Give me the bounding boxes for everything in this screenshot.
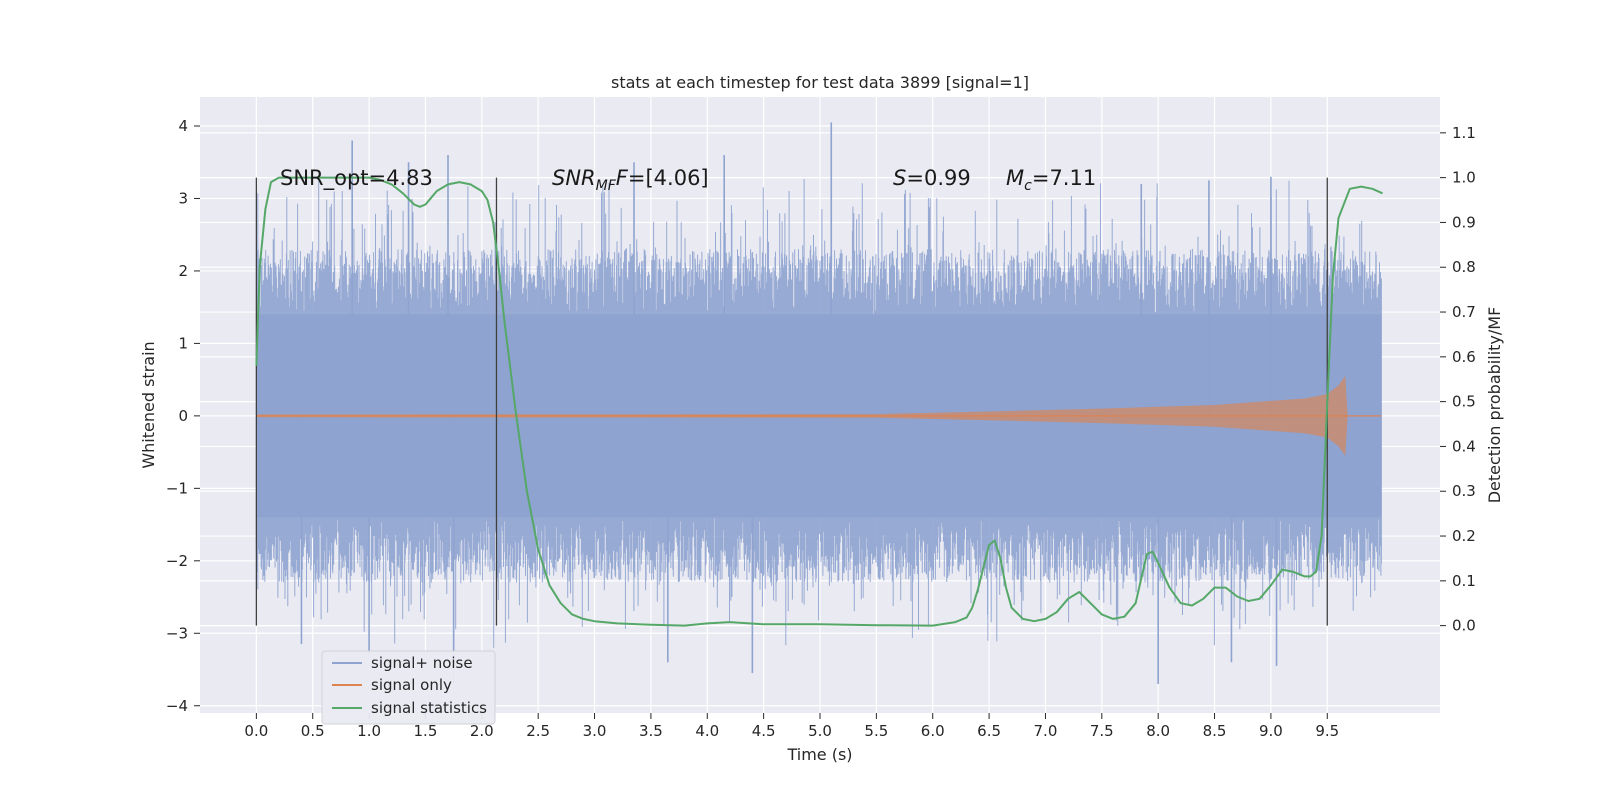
x-tick-label: 5.5: [864, 722, 888, 740]
x-tick-label: 6.5: [977, 722, 1001, 740]
signal-statistics-line: [255, 176, 1383, 627]
annotation-snr-mf: SNRMFF=[4.06]: [552, 166, 709, 194]
annotation-snr-opt: SNR_opt=4.83: [280, 166, 433, 191]
y-right-tick-label: 0.8: [1452, 258, 1476, 276]
y-left-tick-label: −4: [166, 697, 188, 715]
annotation-mc-value: 7.11: [1049, 166, 1096, 190]
legend-box: [321, 650, 496, 725]
x-tick-label: 9.5: [1315, 722, 1339, 740]
x-tick-label: 9.0: [1259, 722, 1283, 740]
y-left-tick-label: −3: [166, 624, 188, 642]
y-right-tick-label: 0.5: [1452, 393, 1476, 411]
y-right-tick-label: 0.1: [1452, 572, 1476, 590]
chart-title: stats at each timestep for test data 389…: [611, 73, 1029, 92]
x-tick-label: 5.0: [808, 722, 832, 740]
y-left-tick-label: −2: [166, 552, 188, 570]
x-tick-label: 1.0: [357, 722, 381, 740]
x-tick-label: 0.5: [301, 722, 325, 740]
x-tick-label: 2.0: [470, 722, 494, 740]
y-left-tick-label: 0: [178, 407, 188, 425]
x-tick-label: 7.0: [1034, 722, 1058, 740]
annotation-s-value: 0.99: [924, 166, 971, 190]
y-left-tick-label: 3: [178, 189, 188, 207]
legend-label-signal-statistics: signal statistics: [371, 699, 487, 717]
x-tick-label: 7.5: [1090, 722, 1114, 740]
x-tick-label: 1.5: [414, 722, 438, 740]
x-tick-label: 0.0: [244, 722, 268, 740]
x-tick-label: 3.5: [639, 722, 663, 740]
y-left-tick-label: 2: [178, 262, 188, 280]
x-tick-label: 2.5: [526, 722, 550, 740]
x-tick-label: 6.0: [921, 722, 945, 740]
y-right-tick-label: 0.0: [1452, 617, 1476, 635]
x-tick-label: 4.5: [752, 722, 776, 740]
legend-label-signal-noise: signal+ noise: [371, 654, 473, 672]
x-tick-label: 8.5: [1203, 722, 1227, 740]
x-tick-label: 4.0: [695, 722, 719, 740]
y-right-tick-label: 0.7: [1452, 303, 1476, 321]
y-axis-left-label: Whitened strain: [139, 341, 158, 468]
x-axis-ticks: 0.0 0.5 1.0 1.5 2.0 2.5 3.0 3.5 4.0 4.5 5.0 5.5 6.0 6…: [244, 713, 1339, 740]
y-right-tick-label: 0.3: [1452, 482, 1476, 500]
y-right-tick-label: 0.2: [1452, 527, 1476, 545]
signal-only-series: [256, 376, 1382, 456]
y-right-tick-label: 0.6: [1452, 348, 1476, 366]
y-axis-left-ticks: 4 3 2 1 0 −1 −2 −3 −4: [166, 117, 200, 715]
x-axis-label: Time (s): [786, 745, 852, 764]
y-right-tick-label: 1.0: [1452, 169, 1476, 187]
x-tick-label: 8.0: [1146, 722, 1170, 740]
y-left-tick-label: −1: [166, 479, 188, 497]
signal-statistics-series: [255, 176, 1383, 627]
y-right-tick-label: 0.9: [1452, 213, 1476, 231]
y-axis-right-ticks: 1.1 1.0 0.9 0.8 0.7 0.6 0.5 0.4 0.3 0.2 0.1 0.0: [1440, 124, 1476, 635]
y-right-tick-label: 1.1: [1452, 124, 1476, 142]
y-right-tick-label: 0.4: [1452, 437, 1476, 455]
annotation-mc: Mc=7.11: [1006, 166, 1096, 194]
legend: signal+ noise signal only signal statist…: [321, 650, 496, 725]
y-left-tick-label: 4: [178, 117, 188, 135]
y-left-tick-label: 1: [178, 334, 188, 352]
annotation-s: S=0.99: [893, 166, 971, 190]
annotation-snr-mf-value: [4.06]: [645, 166, 708, 190]
x-tick-label: 3.0: [583, 722, 607, 740]
legend-label-signal-only: signal only: [371, 676, 452, 694]
y-axis-right-label: Detection probability/MF: [1485, 307, 1504, 504]
